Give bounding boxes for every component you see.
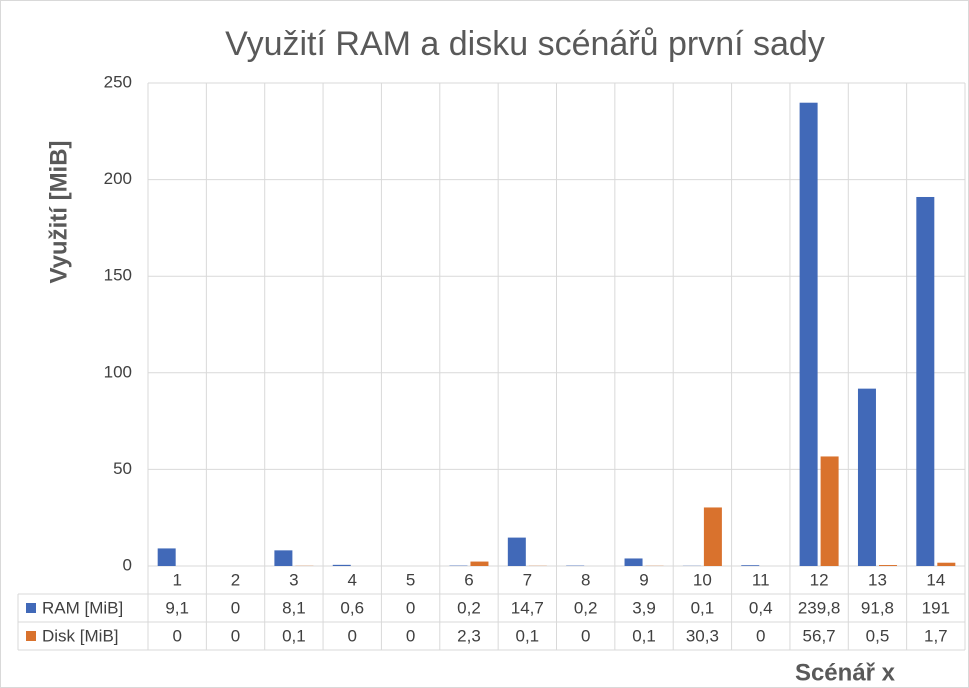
legend-key — [26, 631, 36, 641]
table-cell: 91,8 — [861, 598, 894, 617]
bar — [274, 550, 293, 566]
bar — [878, 565, 897, 566]
table-cell: 0,2 — [457, 598, 481, 617]
table-cell: 0 — [348, 626, 357, 645]
y-tick-label: 100 — [104, 362, 132, 381]
y-tick-label: 250 — [104, 72, 132, 91]
table-cell: 191 — [922, 598, 950, 617]
bar — [937, 562, 956, 566]
table-cell: 2,3 — [457, 626, 481, 645]
table-cell: 0,1 — [516, 626, 540, 645]
table-cell: 30,3 — [686, 626, 719, 645]
x-tick-label: 13 — [868, 570, 887, 589]
x-tick-label: 9 — [639, 570, 648, 589]
table-cell: 0,2 — [574, 598, 598, 617]
x-tick-label: 14 — [926, 570, 945, 589]
table-cell: 0 — [406, 598, 415, 617]
x-tick-label: 3 — [289, 570, 298, 589]
table-cell: 9,1 — [165, 598, 189, 617]
table-cell: 3,9 — [632, 598, 656, 617]
table-cell: 0 — [406, 626, 415, 645]
legend-label: RAM [MiB] — [42, 598, 123, 617]
y-axis-title: Využití [MiB] — [45, 140, 72, 283]
x-axis-title: Scénář x — [795, 659, 896, 686]
bar — [916, 196, 935, 566]
y-tick-label: 50 — [113, 459, 132, 478]
bar — [741, 565, 760, 566]
table-cell: 0 — [581, 626, 590, 645]
table-cell: 8,1 — [282, 598, 306, 617]
table-cell: 14,7 — [511, 598, 544, 617]
table-cell: 239,8 — [798, 598, 841, 617]
bar — [624, 558, 643, 566]
table-cell: 0,1 — [632, 626, 656, 645]
x-tick-label: 2 — [231, 570, 240, 589]
y-tick-label: 150 — [104, 266, 132, 285]
x-tick-label: 6 — [464, 570, 473, 589]
table-cell: 0,5 — [866, 626, 890, 645]
bar — [507, 537, 526, 566]
table-cell: 1,7 — [924, 626, 948, 645]
bar — [799, 102, 818, 567]
x-tick-label: 1 — [172, 570, 181, 589]
bar — [820, 456, 839, 566]
bar — [157, 548, 176, 566]
x-tick-label: 12 — [810, 570, 829, 589]
y-tick-label: 200 — [104, 169, 132, 188]
table-cell: 0,4 — [749, 598, 773, 617]
table-cell: 0 — [172, 626, 181, 645]
x-tick-label: 11 — [752, 570, 770, 589]
table-cell: 0,1 — [691, 598, 715, 617]
x-tick-label: 5 — [406, 570, 415, 589]
x-tick-label: 10 — [693, 570, 712, 589]
table-cell: 56,7 — [803, 626, 836, 645]
x-tick-label: 8 — [581, 570, 590, 589]
table-cell: 0 — [756, 626, 765, 645]
legend-label: Disk [MiB] — [42, 626, 119, 645]
y-tick-label: 0 — [123, 555, 132, 574]
x-tick-label: 7 — [523, 570, 532, 589]
table-cell: 0,1 — [282, 626, 306, 645]
x-tick-label: 4 — [348, 570, 357, 589]
legend-key — [26, 603, 36, 613]
table-cell: 0 — [231, 598, 240, 617]
chart-title: Využití RAM a disku scénářů první sady — [225, 25, 825, 63]
bar — [332, 564, 351, 566]
table-cell: 0 — [231, 626, 240, 645]
table-cell: 0,6 — [340, 598, 364, 617]
bar — [857, 388, 876, 566]
bar — [703, 507, 722, 566]
bar — [470, 561, 489, 566]
